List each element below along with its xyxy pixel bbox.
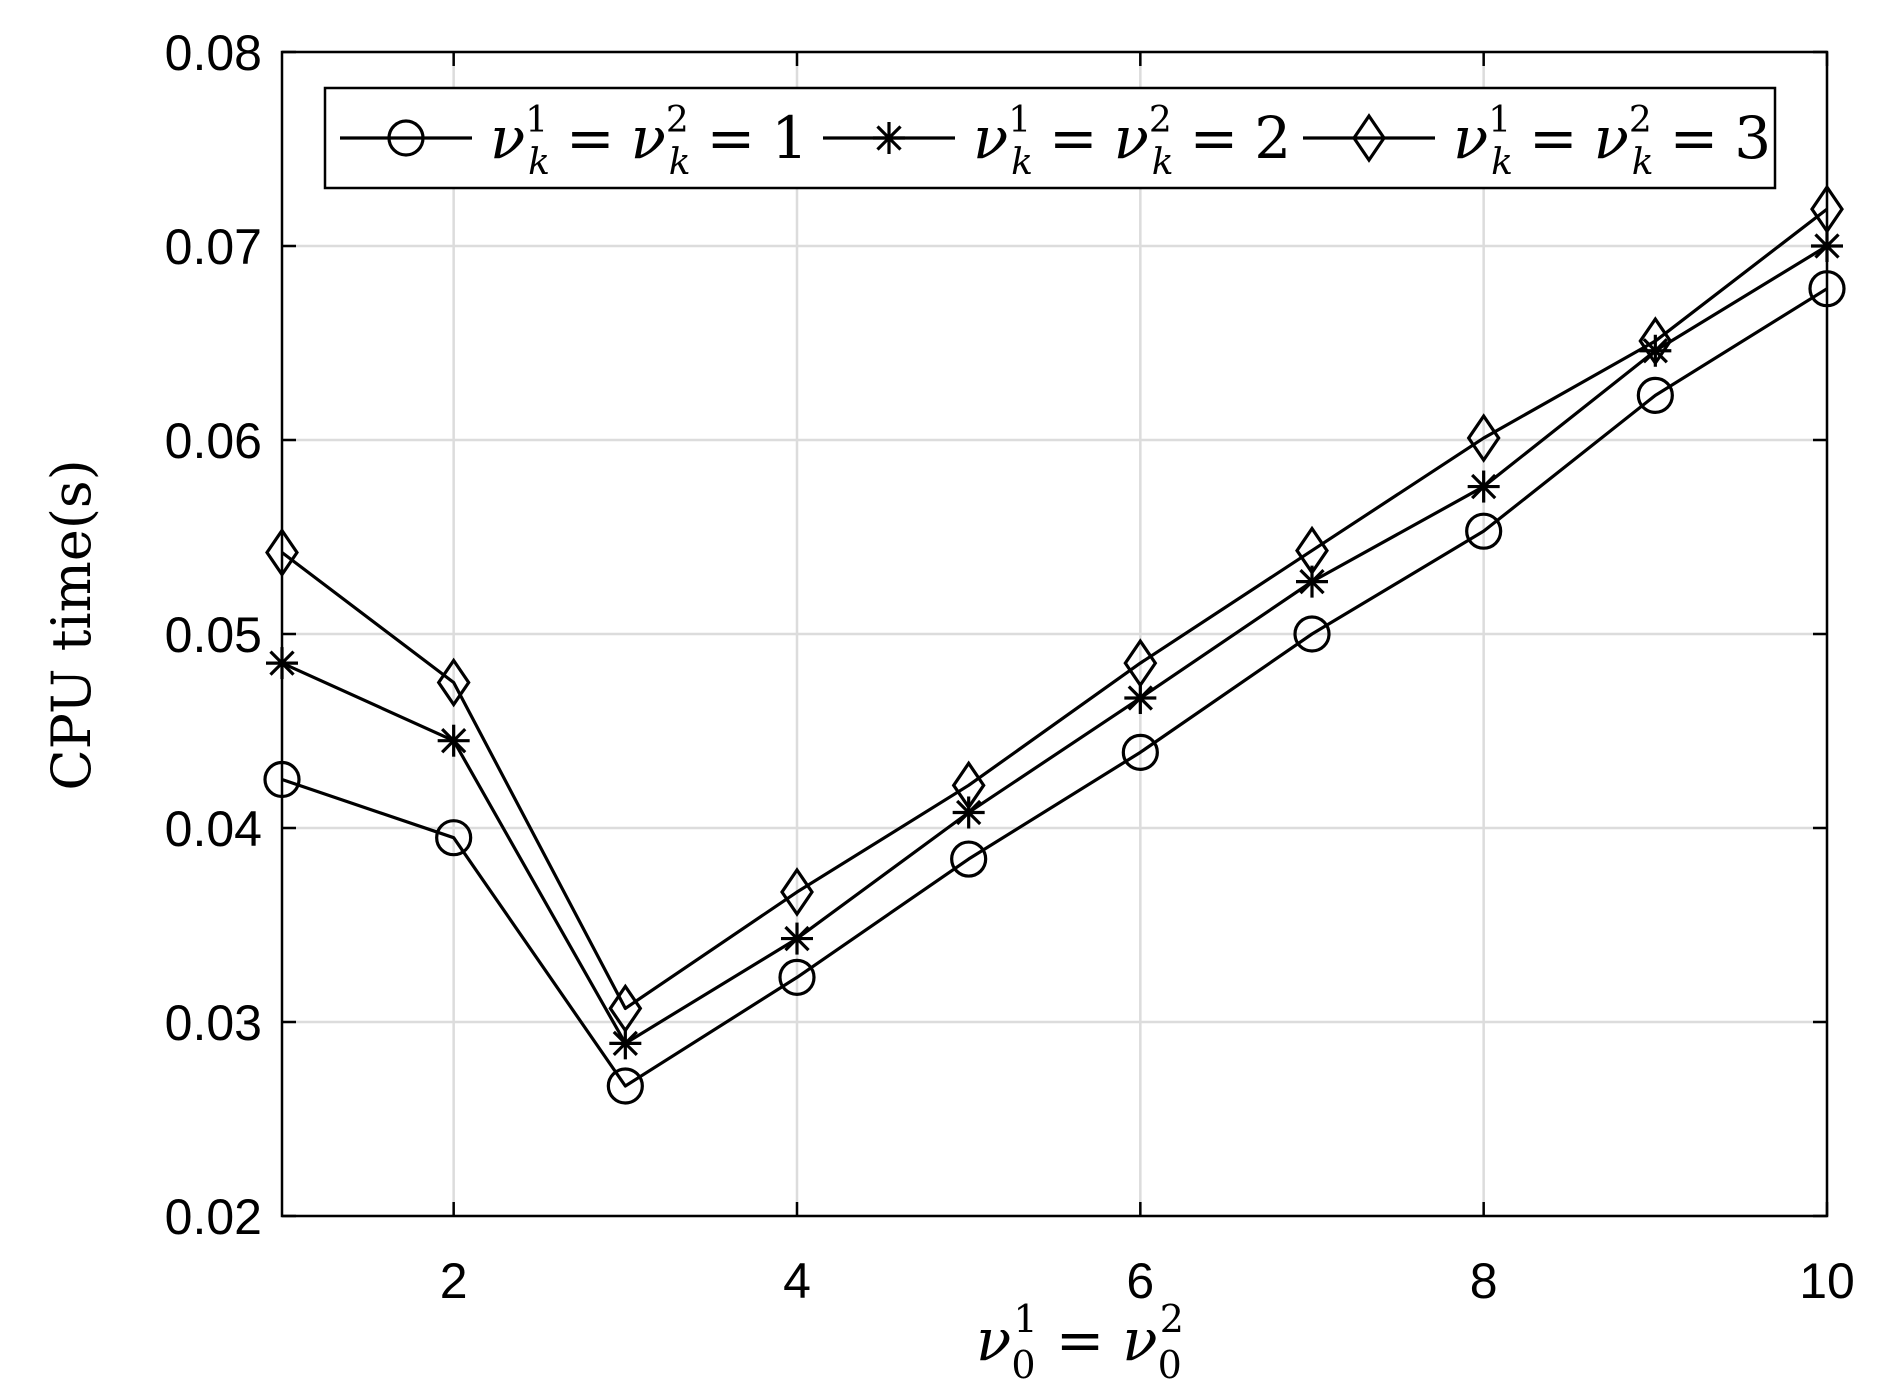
circle-marker bbox=[1121, 733, 1159, 771]
circle-marker bbox=[435, 819, 473, 857]
legend-circle-marker bbox=[387, 119, 425, 157]
asterisk-marker bbox=[1296, 565, 1328, 598]
legend-entry: ν1 k = ν2 k = 3 bbox=[1303, 100, 1771, 183]
x-tick-label: 2 bbox=[440, 1253, 468, 1309]
circle-marker bbox=[606, 1067, 644, 1105]
tick-labels: 2 4 6 8 10 0.02 0.03 0.04 0.05 0.06 0.07 0.08 bbox=[165, 25, 1855, 1309]
series-3 bbox=[265, 184, 1844, 1034]
y-tick-label: 0.03 bbox=[165, 995, 262, 1051]
circle-marker bbox=[778, 958, 816, 996]
grid bbox=[282, 50, 1829, 1218]
series-2 bbox=[266, 230, 1843, 1060]
asterisk-marker bbox=[1467, 470, 1500, 503]
y-tick-label: 0.05 bbox=[165, 607, 262, 663]
diamond-marker bbox=[1123, 638, 1158, 688]
diamond-marker bbox=[1466, 413, 1501, 463]
diamond-marker bbox=[608, 983, 643, 1034]
x-tick-label: 6 bbox=[1126, 1253, 1154, 1309]
circle-marker bbox=[1465, 512, 1503, 550]
x-axis-label: ν01 = ν02 bbox=[976, 1297, 1184, 1384]
diamond-marker bbox=[436, 657, 471, 708]
y-tick-label: 0.08 bbox=[165, 25, 262, 81]
axes bbox=[280, 50, 1829, 1218]
asterisk-marker bbox=[781, 922, 813, 955]
legend-label: ν1 k = ν2 k = 3 bbox=[1453, 100, 1771, 183]
y-tick-label: 0.02 bbox=[165, 1189, 262, 1245]
series-layer bbox=[263, 184, 1846, 1105]
circle-marker bbox=[950, 840, 988, 878]
x-tick-label: 8 bbox=[1470, 1253, 1498, 1309]
circle-marker bbox=[1636, 376, 1674, 414]
diamond-marker bbox=[951, 760, 986, 811]
x-tick-label: 4 bbox=[783, 1253, 811, 1309]
diamond-marker bbox=[780, 867, 814, 917]
asterisk-marker bbox=[952, 796, 985, 829]
legend-entry: ν1 k = ν2 k = 2 bbox=[823, 100, 1291, 183]
legend-asterisk-marker bbox=[873, 122, 905, 154]
diamond-marker bbox=[1295, 525, 1329, 576]
y-tick-label: 0.06 bbox=[165, 413, 262, 469]
legend-label: ν1 k = ν2 k = 2 bbox=[973, 100, 1291, 183]
y-tick-label: 0.07 bbox=[165, 219, 262, 275]
legend-entry: ν1 k = ν2 k = 1 bbox=[340, 100, 808, 183]
x-tick-label: 10 bbox=[1799, 1253, 1855, 1309]
series-line bbox=[281, 244, 1828, 1045]
legend: ν1 k = ν2 k = 1 ν1 k = ν2 k = 2 ν1 k = ν2 k = 3 bbox=[323, 86, 1777, 190]
circle-marker bbox=[1293, 615, 1331, 653]
diamond-marker bbox=[1638, 316, 1673, 366]
y-axis-label: CPU time(s) bbox=[40, 459, 103, 790]
series-line bbox=[281, 207, 1828, 1011]
y-tick-label: 0.04 bbox=[165, 801, 262, 857]
legend-label: ν1 k = ν2 k = 1 bbox=[490, 100, 808, 183]
series-1 bbox=[263, 270, 1846, 1105]
legend-diamond-marker bbox=[1352, 113, 1386, 163]
series-line bbox=[281, 287, 1828, 1088]
asterisk-marker bbox=[437, 724, 470, 757]
legend-box bbox=[323, 86, 1777, 190]
